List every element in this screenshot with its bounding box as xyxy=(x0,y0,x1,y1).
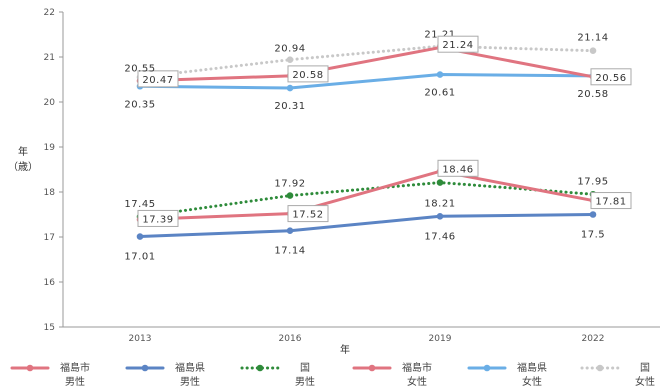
legend-label-line2: 女性 xyxy=(407,375,427,388)
legend-swatch-marker xyxy=(597,365,604,372)
legend-item-nat_f: 国女性 xyxy=(582,362,655,388)
data-label: 18.46 xyxy=(442,164,473,175)
legend-label-line2: 女性 xyxy=(522,375,542,388)
data-point-pref_f xyxy=(437,71,444,78)
y-tick-label: 21 xyxy=(44,53,55,63)
data-label: 21.14 xyxy=(577,33,608,44)
data-label: 17.46 xyxy=(424,231,455,242)
legend-swatch-marker xyxy=(257,365,264,372)
legend-label-line2: 男性 xyxy=(295,375,315,388)
x-tick-label: 2019 xyxy=(429,334,452,344)
legend-label-line1: 福島県 xyxy=(175,361,205,374)
data-point-pref_m xyxy=(287,227,294,234)
y-tick-label: 19 xyxy=(44,143,56,153)
x-tick-label: 2016 xyxy=(279,334,302,344)
y-axis: 15 16 17 18 19 20 21 22 xyxy=(44,8,63,333)
series-group xyxy=(137,43,597,240)
legend-swatch-marker xyxy=(27,365,34,372)
legend-label-line1: 福島県 xyxy=(517,361,547,374)
data-point-pref_m xyxy=(590,211,597,218)
data-point-nat_f xyxy=(590,47,597,54)
data-label: 20.31 xyxy=(274,101,305,112)
y-axis-title-line1: 年 xyxy=(18,145,28,158)
legend-label-line2: 男性 xyxy=(180,375,200,388)
legend-label-line1: 国 xyxy=(640,362,650,374)
legend-label-line1: 福島市 xyxy=(402,361,432,374)
data-point-nat_m xyxy=(437,179,444,186)
y-tick-label: 16 xyxy=(44,278,56,288)
y-tick-label: 17 xyxy=(44,233,55,243)
data-label: 17.01 xyxy=(124,252,155,263)
data-point-pref_f xyxy=(287,85,294,92)
legend-swatch-marker xyxy=(142,365,149,372)
y-tick-label: 20 xyxy=(44,98,56,108)
data-label: 17.52 xyxy=(292,210,323,221)
y-tick-label: 15 xyxy=(44,323,55,333)
legend-item-nat_m: 国男性 xyxy=(242,362,315,388)
data-point-pref_m xyxy=(437,213,444,220)
data-label: 17.45 xyxy=(124,199,155,210)
data-label: 17.5 xyxy=(581,230,605,241)
data-point-pref_m xyxy=(137,233,144,240)
data-point-nat_f xyxy=(287,56,294,63)
data-label: 17.14 xyxy=(274,246,305,257)
data-label: 21.24 xyxy=(442,40,473,51)
x-axis-title: 年 xyxy=(340,343,350,356)
legend-swatch-marker xyxy=(484,365,491,372)
series-line-pref_f xyxy=(140,75,593,89)
y-axis-title-line2: （歳） xyxy=(8,161,38,173)
data-label: 20.58 xyxy=(292,70,323,81)
legend-label-line1: 国 xyxy=(300,362,310,374)
data-label: 18.21 xyxy=(424,199,455,210)
data-point-nat_m xyxy=(287,192,294,199)
data-label: 17.39 xyxy=(142,214,173,225)
y-tick-label: 22 xyxy=(44,8,55,18)
legend-label-line1: 福島市 xyxy=(60,361,90,374)
x-tick-label: 2013 xyxy=(129,334,152,344)
series-line-city_f xyxy=(140,171,593,219)
data-label: 17.92 xyxy=(274,179,305,190)
data-label: 20.58 xyxy=(577,89,608,100)
data-label: 17.95 xyxy=(577,176,608,187)
legend-swatch-marker xyxy=(369,365,376,372)
legend-label-line2: 男性 xyxy=(65,375,85,388)
data-label: 20.94 xyxy=(274,44,305,55)
x-axis: 2013 2016 2019 2022 xyxy=(63,327,660,344)
y-tick-label: 18 xyxy=(44,188,56,198)
data-label: 20.61 xyxy=(424,88,455,99)
data-label: 20.35 xyxy=(124,99,155,110)
data-label: 20.47 xyxy=(142,75,173,86)
data-label: 20.56 xyxy=(595,73,626,84)
legend-label-line2: 女性 xyxy=(635,375,655,388)
data-label: 17.81 xyxy=(595,197,626,208)
x-tick-label: 2022 xyxy=(582,334,605,344)
data-label: 20.55 xyxy=(124,63,155,74)
